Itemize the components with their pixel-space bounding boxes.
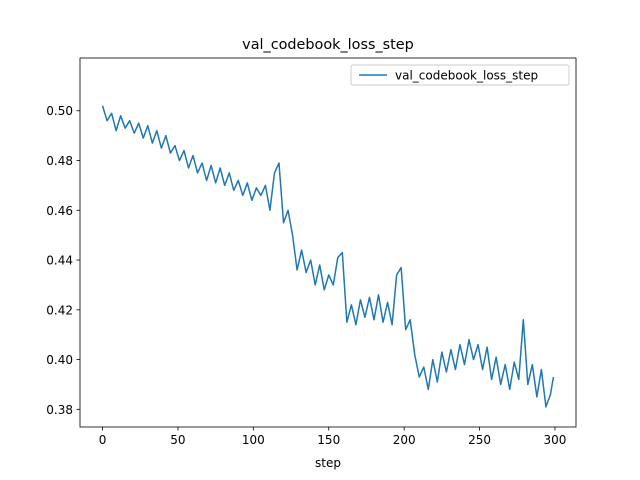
y-tick-label: 0.48: [46, 154, 73, 168]
y-tick-label: 0.42: [46, 303, 73, 317]
legend-label: val_codebook_loss_step: [395, 69, 538, 83]
x-tick-label: 300: [544, 433, 567, 447]
y-tick-label: 0.40: [46, 353, 73, 367]
plot-frame: [79, 57, 577, 428]
x-tick-label: 250: [468, 433, 491, 447]
x-tick-label: 200: [393, 433, 416, 447]
x-tick-label: 150: [317, 433, 340, 447]
line-series: [101, 105, 555, 408]
x-tick-label: 100: [242, 433, 265, 447]
x-tick-label: 50: [170, 433, 185, 447]
y-tick-label: 0.38: [46, 403, 73, 417]
y-tick-label: 0.44: [46, 254, 73, 268]
chart-title: val_codebook_loss_step: [242, 37, 414, 53]
x-axis-label: step: [315, 456, 341, 470]
legend-box: [350, 64, 570, 86]
x-tick-label: 0: [99, 433, 107, 447]
y-tick-label: 0.50: [46, 104, 73, 118]
y-tick-label: 0.46: [46, 204, 73, 218]
